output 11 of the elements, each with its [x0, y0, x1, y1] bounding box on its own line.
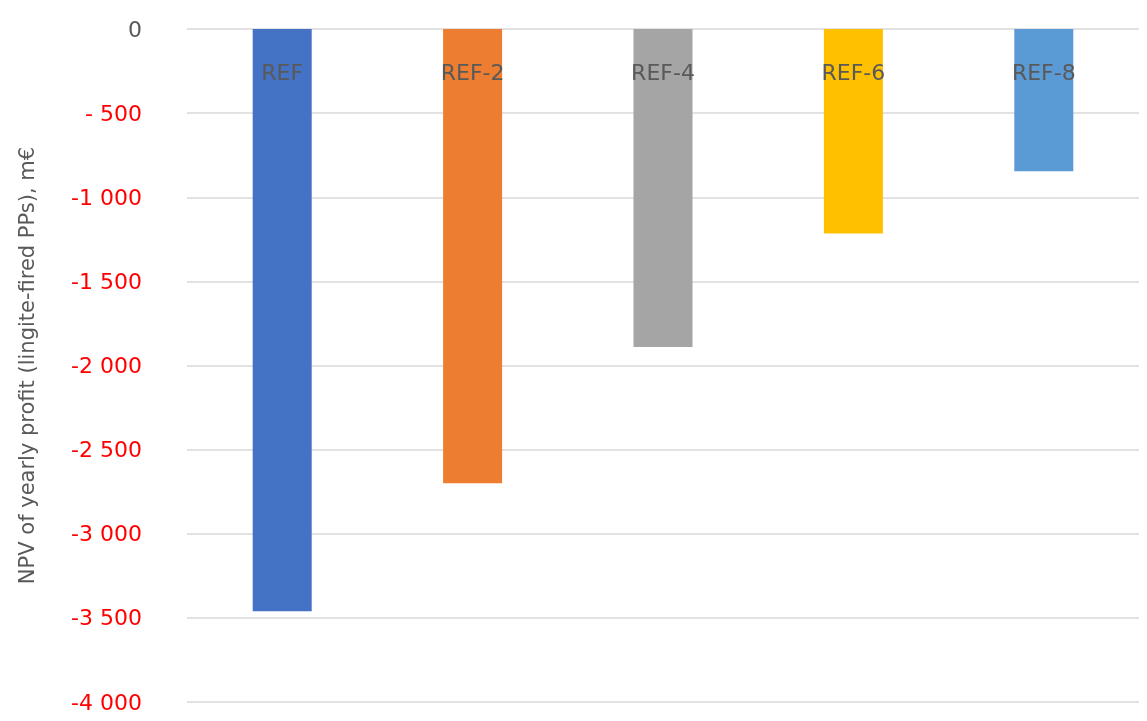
y-tick-label: - 500: [85, 100, 142, 126]
y-tick-label: 0: [128, 16, 142, 42]
y-tick-label: -4 000: [71, 689, 142, 715]
y-tick-label: -2 500: [71, 437, 142, 463]
y-tick-label: -1 000: [71, 184, 142, 210]
y-tick-label: -3 500: [71, 605, 142, 631]
y-tick-label: -3 000: [71, 521, 142, 547]
x-tick-label: REF: [261, 59, 304, 85]
y-tick-label: -2 000: [71, 353, 142, 378]
y-axis-title: NPV of yearly profit (lingite-fired PPs), m€: [14, 146, 39, 585]
y-tick-label: -1 500: [71, 268, 142, 294]
